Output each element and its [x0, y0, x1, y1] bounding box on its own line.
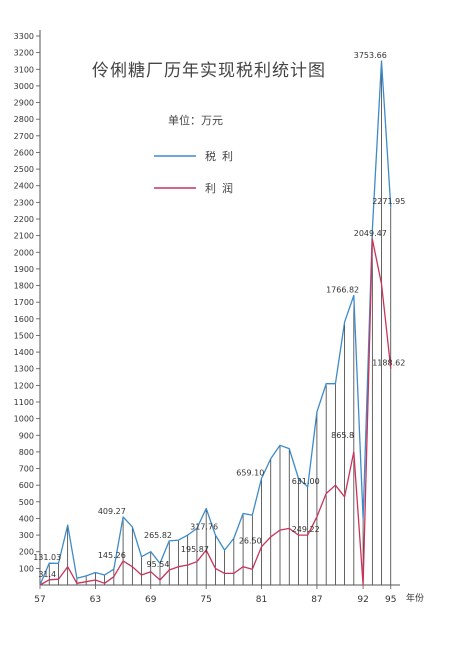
y-tick-label: 800: [19, 448, 34, 457]
y-tick-label: 500: [19, 498, 34, 507]
y-tick-label: 1300: [14, 365, 34, 374]
y-tick-label: 600: [19, 481, 34, 490]
y-tick-label: 2100: [14, 232, 34, 241]
y-tick-label: 100: [19, 564, 34, 573]
data-label: 265.82: [144, 531, 172, 540]
x-tick-label: 87: [311, 595, 322, 605]
series-line-tax: [39, 60, 392, 586]
y-tick-label: 900: [19, 431, 34, 440]
y-tick-label: 1200: [14, 381, 34, 390]
data-label: 1766.82: [326, 286, 359, 295]
x-tick-label: 57: [34, 595, 45, 605]
y-tick-label: 300: [19, 531, 34, 540]
y-tick-label: 400: [19, 514, 34, 523]
data-label: 317.76: [190, 522, 218, 531]
series-lines: [39, 60, 392, 586]
x-tick-label: 92: [357, 595, 368, 605]
x-tick-label: 75: [200, 595, 211, 605]
y-tick-label: 1400: [14, 348, 34, 357]
x-axis-label: 年份: [406, 592, 424, 604]
data-label: 2271.95: [372, 197, 405, 206]
y-tick-label: 1000: [14, 415, 34, 424]
data-labels: 131.03 31.4 145.26 409.27 265.82 95.54 317.76 1…: [33, 51, 405, 579]
y-tick-label: 1900: [14, 265, 34, 274]
y-tick-label: 2700: [14, 132, 34, 141]
y-tick-label: 3300: [14, 32, 34, 41]
data-label: 409.27: [98, 507, 126, 516]
data-label: 195.87: [181, 545, 209, 554]
data-label: 95.54: [147, 560, 170, 569]
y-tick-label: 3200: [14, 49, 34, 58]
y-tick-label: 3100: [14, 65, 34, 74]
data-label: 26.50: [239, 537, 262, 546]
y-tick-label: 1100: [14, 398, 34, 407]
y-tick-label: 200: [19, 548, 34, 557]
year-bars: [48, 60, 392, 585]
x-tick-label: 95: [385, 595, 396, 605]
x-tick-label: 81: [256, 595, 267, 605]
legend-label-profit: 利润: [205, 181, 239, 195]
y-tick-label: 1500: [14, 331, 34, 340]
data-label: 631.00: [292, 477, 320, 486]
chart-title: 伶俐糖厂历年实现税利统计图: [92, 61, 326, 81]
y-tick-label: 2500: [14, 165, 34, 174]
axes: 100 200 300 400 500 600 700 800 900 1000 1100 1200 1…: [14, 30, 400, 605]
y-tick-label: 2800: [14, 115, 34, 124]
data-label: 2049.47: [354, 229, 387, 238]
y-tick-label: 2300: [14, 198, 34, 207]
y-tick-label: 2000: [14, 248, 34, 257]
legend-label-tax: 税利: [205, 149, 239, 163]
y-tick-label: 3000: [14, 82, 34, 91]
data-label: 1188.62: [372, 359, 405, 368]
y-tick-label: 1800: [14, 282, 34, 291]
data-label: 659.10: [236, 469, 264, 478]
x-tick-label: 63: [90, 595, 101, 605]
y-tick-label: 1600: [14, 315, 34, 324]
y-tick-label: 2600: [14, 148, 34, 157]
data-label: 131.03: [33, 553, 61, 562]
y-tick-label: 700: [19, 465, 34, 474]
x-tick-label: 69: [145, 595, 157, 605]
y-tick-label: 2400: [14, 182, 34, 191]
data-label: 3753.66: [354, 51, 387, 60]
series-line-profit: [39, 238, 392, 586]
data-label: 865.8: [331, 431, 354, 440]
y-tick-label: 1700: [14, 298, 34, 307]
y-tick-label: 2900: [14, 99, 34, 108]
data-label: 145.26: [98, 551, 126, 560]
data-label: 249.22: [292, 525, 320, 534]
unit-label: 单位：万元: [168, 113, 223, 127]
y-tick-label: 2200: [14, 215, 34, 224]
data-label: 31.4: [38, 570, 56, 579]
legend: 税利 利润: [154, 149, 239, 195]
